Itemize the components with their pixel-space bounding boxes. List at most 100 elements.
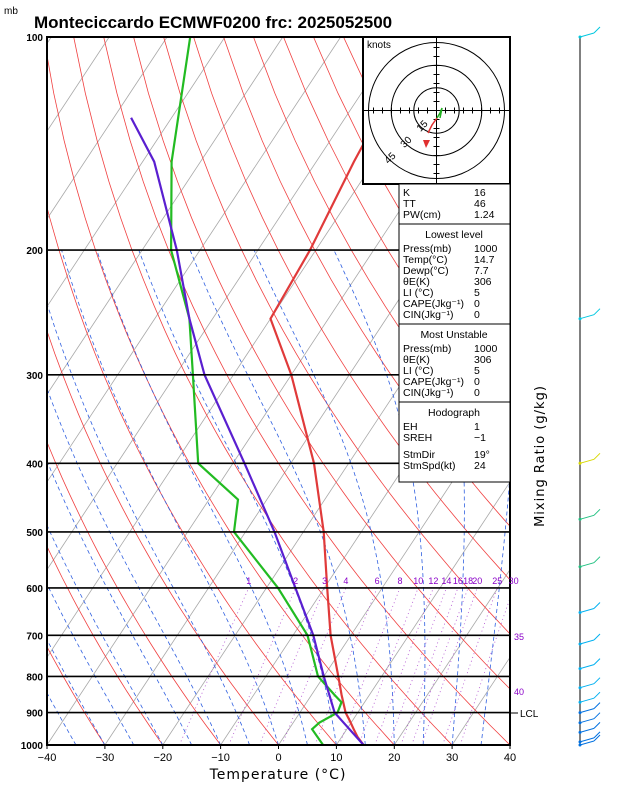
wind-barb [579,514,595,520]
lowest-level-row-label: LI (°C) [403,287,433,299]
wind-barb-dot [578,317,582,321]
moist-adiabat [47,638,106,745]
profile-temperature [269,37,423,745]
pressure-tick-label: 200 [26,246,43,257]
dry-adiabat [133,37,510,690]
pressure-tick-label: 900 [26,709,43,720]
wind-barb-flag [593,677,601,685]
isotherm [47,37,341,483]
wind-barb-flag [593,556,601,564]
wind-barb [579,639,595,645]
x-tick-label: −30 [96,752,115,764]
x-axis-label: Temperature (°C) [209,767,347,783]
mixing-ratio-label: 10 [413,576,423,586]
dry-adiabat [253,37,510,475]
mixing-ratio-label: 25 [492,576,502,586]
dry-adiabat [47,545,164,745]
isotherm [278,393,510,745]
pressure-tick-label: 800 [26,672,43,683]
wind-barb-flag [593,722,601,729]
wind-barb-dot [578,461,582,465]
mixing-ratio-label: 12 [428,576,438,586]
lowest-level-row-value: 0 [474,298,480,310]
lowest-level-heading: Lowest level [425,229,483,241]
pressure-tick-label: 500 [26,528,43,539]
lowest-level-row-value: 7.7 [474,265,489,277]
lowest-level-row-label: θE(K) [403,276,430,288]
wind-barb [579,737,595,743]
lowest-level-row-value: 14.7 [474,254,495,266]
mixing-ratio-line [459,597,510,745]
hodograph-table-heading: Hodograph [428,407,480,419]
lowest-level-row-value: 5 [474,287,480,299]
isotherm [47,37,226,308]
wind-barb-dot [578,642,582,646]
mixing-ratio-axis-label: Mixing Ratio (g/kg) [533,385,548,527]
hodograph-unit-label: knots [367,40,391,51]
wind-barb [579,458,595,464]
chart-title: Monteciccardo ECMWF0200 frc: 2025052500 [34,13,392,32]
hodograph-row-label: EH [403,421,418,433]
most-unstable-row-label: CIN(Jkg⁻¹) [403,387,453,399]
mixing-ratio-line [411,587,469,745]
x-tick-label: 10 [330,752,342,764]
lowest-level-row-value: 306 [474,276,492,288]
wind-barb-dot [578,611,582,614]
wind-barb-dot [578,700,582,704]
wind-barb [579,727,595,733]
wind-barb-dot [578,721,582,725]
theta-e-label-35: 35 [514,632,524,642]
wind-barb [579,664,595,670]
mixing-ratio-label: 14 [441,576,451,586]
wind-barb [579,740,595,746]
storm-motion-marker [423,140,430,148]
mixing-ratio-label: 1 [246,576,251,586]
wind-barbs [578,26,601,747]
hodograph-row-label: SREH [403,432,432,444]
mixing-ratio-label: 8 [397,576,402,586]
moist-adiabat [47,692,77,745]
unit-mark: mb [4,6,18,17]
hodograph-row-value: −1 [474,432,486,444]
hodograph-trace-mid [436,107,443,119]
stability-row-value: 1.24 [474,209,495,221]
dry-adiabat [47,53,395,745]
mixing-ratio-label: 3 [322,576,327,586]
lcl-label: LCL [520,709,539,720]
dry-adiabat [73,37,453,745]
mixing-ratio-line [179,587,250,745]
wind-barb-dot [578,35,582,39]
isotherm [47,37,284,395]
most-unstable-row-value: 306 [474,354,492,366]
most-unstable-row-label: CAPE(Jkg⁻¹) [403,376,464,388]
wind-barb-flag [593,658,601,665]
most-unstable-heading: Most Unstable [420,329,487,341]
x-tick-label: −20 [153,752,172,764]
wind-barb-dot [578,730,582,734]
wind-barb-flag [593,731,601,739]
dry-adiabat [47,205,337,745]
mixing-ratio-label: 4 [343,576,348,586]
moist-adiabat [96,249,308,745]
stability-row-value: 16 [474,187,486,199]
lowest-level-row-label: CIN(Jkg⁻¹) [403,309,453,321]
lowest-level-row-value: 0 [474,309,480,321]
hodograph-row-value: 19° [474,449,490,461]
stability-row-label: K [403,187,410,199]
mixing-ratio-label: 6 [375,576,380,586]
hodograph-row-value: 1 [474,421,480,433]
most-unstable-row-label: Press(mb) [403,343,451,355]
wind-barb-flag [593,702,601,709]
isotherm [393,568,510,745]
x-tick-label: −40 [38,752,57,764]
lowest-level-row-label: CAPE(Jkg⁻¹) [403,298,464,310]
dry-adiabat [223,37,510,527]
most-unstable-row-label: LI (°C) [403,365,433,377]
hodograph-row-label: StmSpd(kt) [403,460,456,472]
mixing-ratio-label: 18 [463,576,473,586]
hodograph-row-label: StmDir [403,449,436,461]
stability-row-label: PW(cm) [403,209,441,221]
stability-row-value: 46 [474,198,486,210]
most-unstable-row-value: 0 [474,387,480,399]
